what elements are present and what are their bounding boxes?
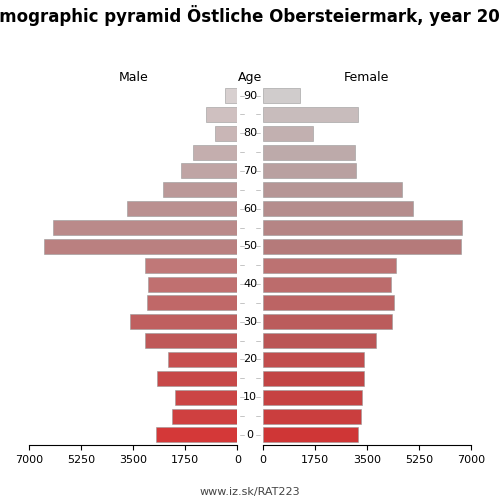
Bar xyxy=(215,126,238,141)
Bar xyxy=(262,258,396,273)
Bar xyxy=(262,220,462,235)
Text: 60: 60 xyxy=(243,204,257,214)
Bar xyxy=(262,164,356,178)
Bar xyxy=(130,314,238,330)
Bar xyxy=(53,220,238,235)
Bar xyxy=(262,314,392,330)
Bar xyxy=(262,352,364,367)
Bar xyxy=(225,88,237,103)
Bar xyxy=(146,296,238,310)
Text: 80: 80 xyxy=(243,128,257,138)
Text: 50: 50 xyxy=(243,242,257,252)
Bar xyxy=(193,144,238,160)
Bar xyxy=(175,390,238,404)
Text: demographic pyramid Östliche Obersteiermark, year 2022: demographic pyramid Östliche Obersteierm… xyxy=(0,5,500,26)
Bar xyxy=(206,107,238,122)
Bar xyxy=(168,352,238,367)
Text: 70: 70 xyxy=(243,166,257,176)
Text: 20: 20 xyxy=(243,354,257,364)
Title: Age: Age xyxy=(238,71,262,84)
Text: 0: 0 xyxy=(246,430,254,440)
Bar xyxy=(262,371,364,386)
Bar xyxy=(44,239,238,254)
Text: 40: 40 xyxy=(243,279,257,289)
Bar xyxy=(262,239,460,254)
Bar xyxy=(262,144,355,160)
Bar xyxy=(128,201,238,216)
Bar xyxy=(262,201,413,216)
Title: Female: Female xyxy=(344,71,390,84)
Bar xyxy=(262,88,300,103)
Bar xyxy=(262,428,358,442)
Bar xyxy=(181,164,238,178)
Bar xyxy=(148,276,238,291)
Text: 90: 90 xyxy=(243,90,257,101)
Bar xyxy=(163,182,238,198)
Bar xyxy=(262,390,362,404)
Bar xyxy=(157,371,238,386)
Text: 30: 30 xyxy=(243,317,257,327)
Text: 10: 10 xyxy=(243,392,257,402)
Bar xyxy=(156,428,238,442)
Bar xyxy=(262,107,358,122)
Bar xyxy=(262,276,390,291)
Bar xyxy=(262,296,394,310)
Text: www.iz.sk/RAT223: www.iz.sk/RAT223 xyxy=(200,487,300,497)
Bar xyxy=(145,258,238,273)
Title: Male: Male xyxy=(118,71,148,84)
Bar xyxy=(262,182,402,198)
Bar xyxy=(262,126,313,141)
Bar xyxy=(145,333,238,348)
Bar xyxy=(262,333,376,348)
Bar xyxy=(172,408,238,424)
Bar xyxy=(262,408,361,424)
